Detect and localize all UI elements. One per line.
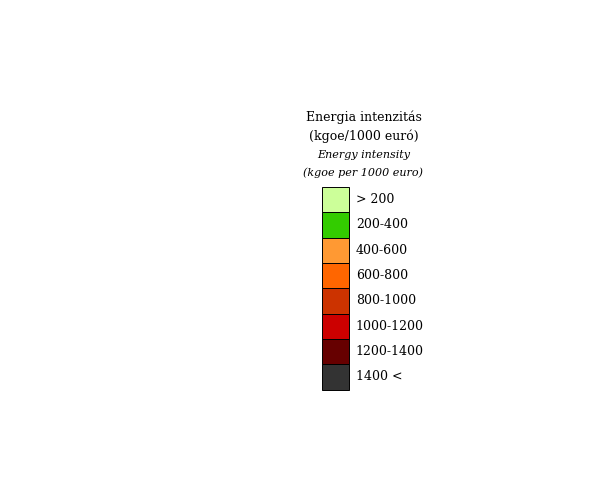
Text: 400-600: 400-600: [356, 244, 408, 257]
Text: 1000-1200: 1000-1200: [356, 320, 424, 333]
Text: 600-800: 600-800: [356, 269, 408, 282]
Bar: [321, 288, 349, 314]
Bar: [321, 314, 349, 339]
Bar: [321, 364, 349, 390]
Bar: [321, 339, 349, 364]
Text: (kgoe/1000 euró): (kgoe/1000 euró): [309, 130, 418, 143]
Text: > 200: > 200: [356, 193, 394, 206]
Bar: [321, 187, 349, 212]
Bar: [321, 238, 349, 263]
Bar: [321, 263, 349, 288]
Text: (kgoe per 1000 euro): (kgoe per 1000 euro): [303, 168, 423, 178]
Bar: [321, 212, 349, 238]
Text: 800-1000: 800-1000: [356, 295, 416, 307]
Text: 1200-1400: 1200-1400: [356, 345, 424, 358]
Text: 200-400: 200-400: [356, 219, 408, 231]
Text: Energy intensity: Energy intensity: [317, 150, 410, 160]
Text: Energia intenzitás: Energia intenzitás: [305, 110, 421, 124]
Text: 1400 <: 1400 <: [356, 371, 402, 383]
